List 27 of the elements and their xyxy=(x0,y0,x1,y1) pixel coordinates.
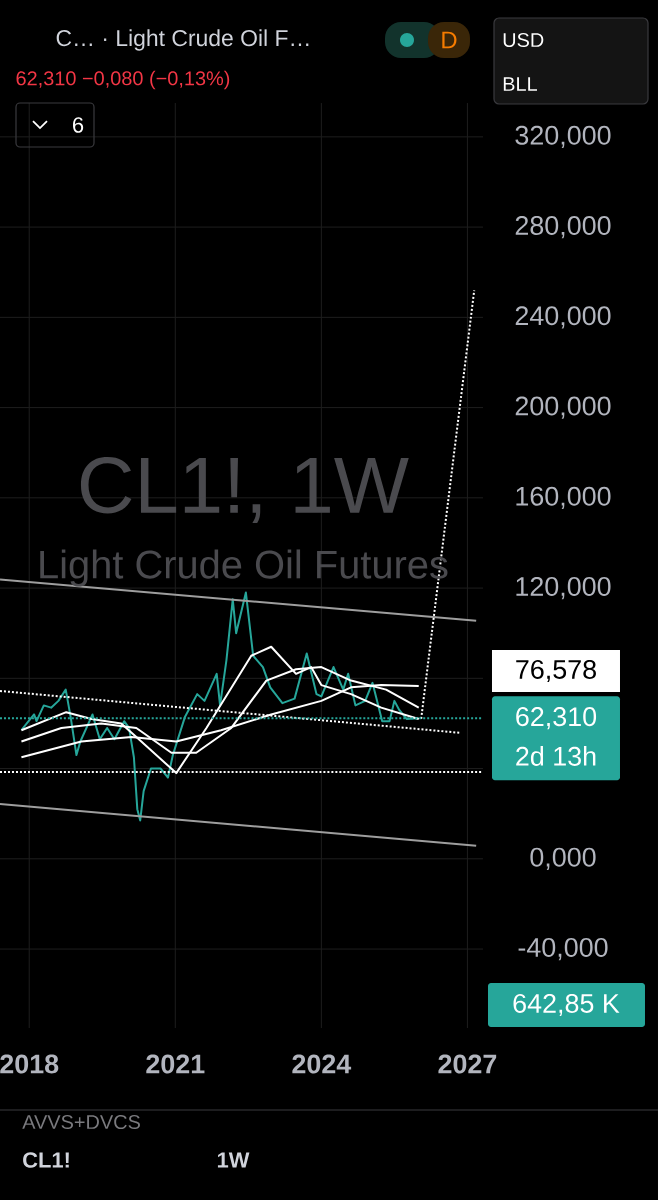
x-tick-label: 2021 xyxy=(146,1054,205,1074)
annotation: 6 xyxy=(73,117,84,133)
annotation: Light Crude Oil Futures xyxy=(40,549,448,587)
text: USD xyxy=(503,32,544,48)
x-tick-label: 2018 xyxy=(0,1054,59,1074)
y-tick-label: 280,000 xyxy=(515,215,611,239)
y-tick-label: 0,000 xyxy=(530,847,596,870)
y-tick-label: 200,000 xyxy=(515,396,611,419)
y-tick-label: 160,000 xyxy=(516,486,611,509)
annotation: CL1!, 1W xyxy=(80,457,409,523)
text: D xyxy=(442,31,457,49)
chart-subtitle: 62,310 −0,080 (−0,13%) xyxy=(16,70,230,90)
text: CL1! xyxy=(23,1152,69,1168)
text: AVVS+DVCS xyxy=(22,1114,140,1130)
text: 76,578 xyxy=(516,659,596,683)
y-tick-label: 240,000 xyxy=(515,306,611,329)
y-tick-label: 120,000 xyxy=(516,576,611,600)
text: 642,85 K xyxy=(513,993,620,1017)
chart-title: C… · Light Crude Oil F… xyxy=(56,29,309,51)
text: 1W xyxy=(217,1152,250,1168)
ref-line-label: 62,310 xyxy=(516,707,597,730)
y-tick-label: 320,000 xyxy=(515,125,611,148)
x-tick-label: 2024 xyxy=(292,1054,352,1074)
text: 2d 13h xyxy=(516,746,596,766)
text: BLL xyxy=(503,77,537,91)
x-tick-label: 2027 xyxy=(438,1054,497,1074)
y-tick-label: -40,000 xyxy=(518,937,608,961)
